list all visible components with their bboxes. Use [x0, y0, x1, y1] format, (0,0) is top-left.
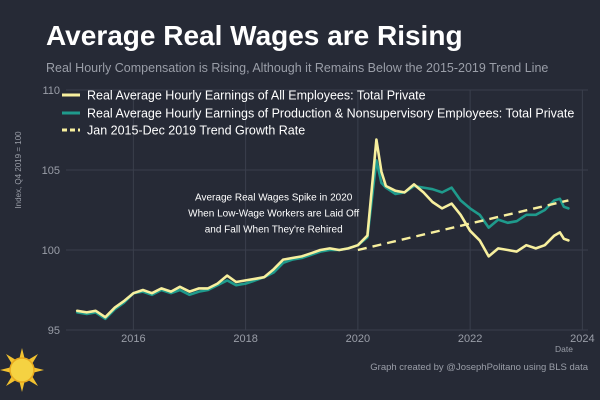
series-line-3 — [357, 199, 569, 252]
x-tick-label: 2024 — [570, 333, 594, 345]
annotation-line: Average Real Wages Spike in 2020 — [195, 192, 353, 203]
annotation-line: When Low-Wage Workers are Laid Off — [188, 208, 359, 219]
x-tick-label: 2020 — [346, 333, 370, 345]
chart-title: Average Real Wages are Rising — [46, 20, 463, 51]
x-tick-label: 2022 — [458, 333, 482, 345]
sun-icon — [0, 348, 44, 392]
y-tick-label: 95 — [48, 325, 60, 337]
series-line-1 — [75, 138, 570, 319]
legend-label: Jan 2015-Dec 2019 Trend Growth Rate — [87, 124, 305, 138]
y-tick-label: 105 — [42, 165, 60, 177]
series-line-2 — [75, 159, 570, 321]
credit-text: Graph created by @JosephPolitano using B… — [370, 362, 588, 373]
y-tick-label: 100 — [42, 245, 60, 257]
axis-layer: 95 100 105 110 2016 2018 2020 2022 2024 Index, Q4… — [14, 85, 595, 354]
series-layer — [75, 138, 570, 321]
legend-label: Real Average Hourly Earnings of All Empl… — [87, 89, 426, 103]
chart-subtitle: Real Hourly Compensation is Rising, Alth… — [46, 61, 549, 75]
legend-label: Real Average Hourly Earnings of Producti… — [87, 107, 574, 121]
legend: Real Average Hourly Earnings of All Empl… — [62, 89, 574, 138]
annotation: Average Real Wages Spike in 2020 When Low… — [188, 192, 359, 235]
annotation-line: and Fall When They're Rehired — [205, 224, 343, 235]
y-tick-label: 110 — [42, 85, 60, 97]
x-axis-label: Date — [555, 344, 573, 354]
y-axis-label: Index, Q4 2019 = 100 — [14, 131, 23, 209]
x-tick-label: 2016 — [121, 333, 145, 345]
x-tick-label: 2018 — [233, 333, 257, 345]
